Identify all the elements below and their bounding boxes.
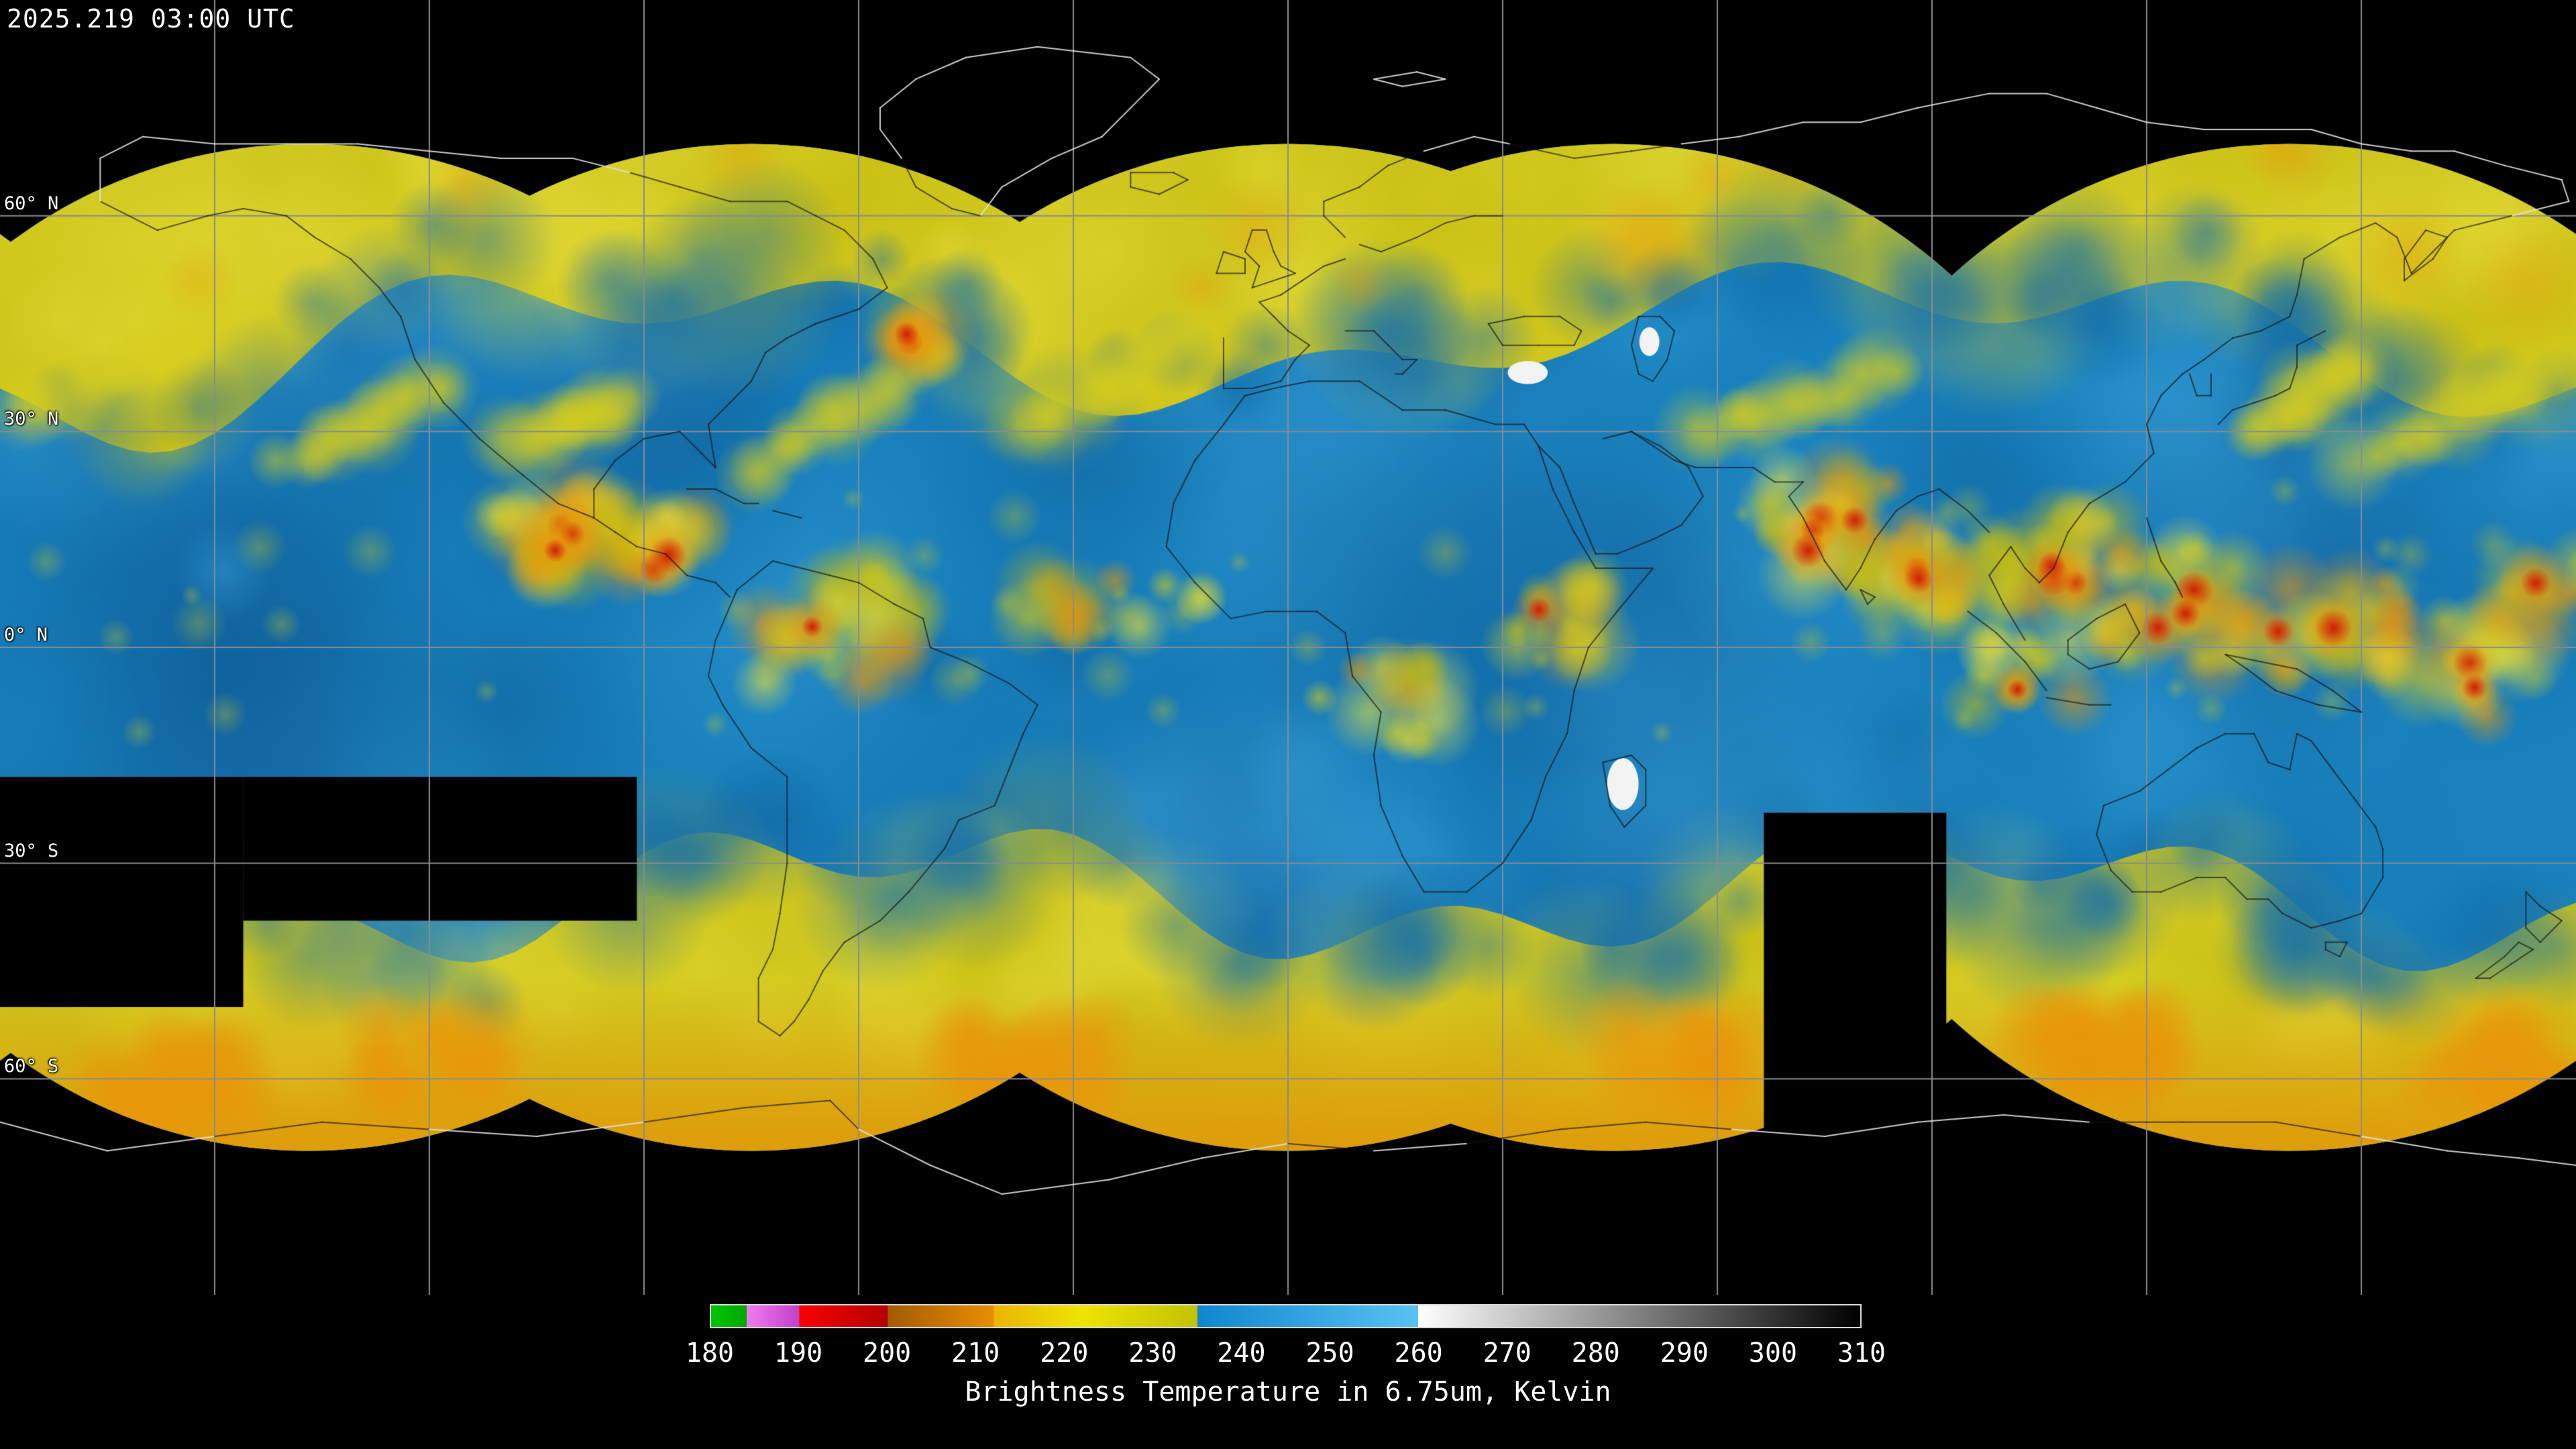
- lat-label: 60° N: [4, 193, 59, 214]
- lat-label: 60° S: [4, 1056, 59, 1077]
- colorbar-tick: 300: [1748, 1338, 1798, 1368]
- colorbar-tick: 290: [1660, 1338, 1709, 1368]
- colorbar-tick: 260: [1394, 1338, 1443, 1368]
- colorbar-tick: 280: [1571, 1338, 1620, 1368]
- colorbar-tick: 210: [951, 1338, 1000, 1368]
- colorbar-tick: 240: [1217, 1338, 1266, 1368]
- colorbar-tick: 310: [1837, 1338, 1886, 1368]
- global-water-vapor-map-canvas: [0, 0, 2576, 1295]
- colorbar-tick: 270: [1483, 1338, 1532, 1368]
- lat-label: 30° N: [4, 409, 59, 430]
- colorbar-tick: 200: [863, 1338, 912, 1368]
- colorbar-tick: 250: [1305, 1338, 1354, 1368]
- colorbar-tick: 190: [773, 1338, 823, 1368]
- lat-label: 0° N: [4, 625, 48, 645]
- colorbar-gradient: [710, 1304, 1862, 1328]
- colorbar-tick: 180: [685, 1338, 735, 1368]
- timestamp: 2025.219 03:00 UTC: [7, 4, 295, 34]
- lat-label: 30° S: [4, 840, 59, 861]
- colorbar-tick: 230: [1128, 1338, 1177, 1368]
- colorbar-title: Brightness Temperature in 6.75um, Kelvin: [965, 1377, 1611, 1407]
- colorbar-tick: 220: [1040, 1338, 1089, 1368]
